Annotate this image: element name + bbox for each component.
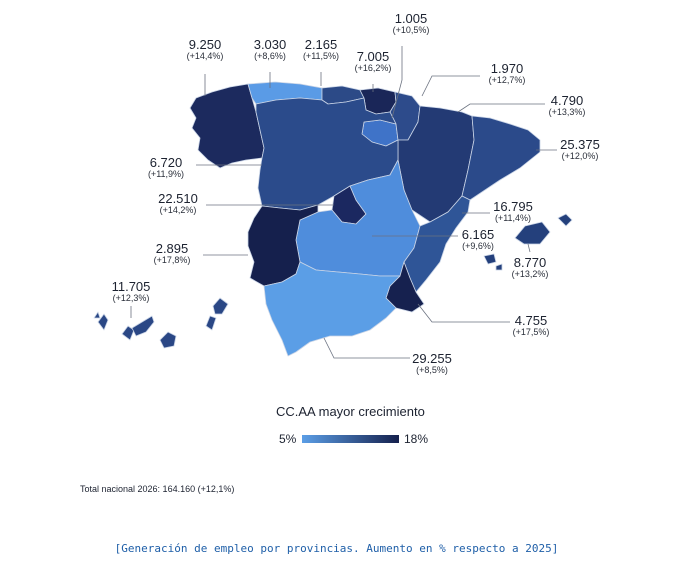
region-label-cantabria: 2.165 (+11,5%) (291, 37, 351, 62)
region-label-asturias: 3.030 (+8,6%) (240, 37, 300, 62)
region-value: 6.720 (149, 155, 183, 170)
region-label-andalucia: 29.255 (+8,5%) (402, 351, 462, 376)
legend-color-scale (302, 435, 399, 443)
region-comunitat-valenciana (403, 195, 471, 293)
region-castilla-y-leon (255, 97, 399, 211)
region-cataluna (461, 115, 541, 201)
region-label-cataluna: 25.375 (+12,0%) (550, 137, 610, 162)
region-value: 25.375 (560, 137, 600, 152)
region-label-region-de-murcia: 4.755 (+17,5%) (501, 313, 561, 338)
leader-line-la-rioja (391, 46, 403, 119)
region-change: (+10,5%) (392, 25, 430, 36)
region-change: (+12,7%) (488, 75, 526, 86)
region-canarias (93, 311, 101, 319)
region-change: (+11,9%) (147, 169, 185, 180)
region-value: 16.795 (493, 199, 533, 214)
region-change: (+12,0%) (561, 151, 599, 162)
region-change: (+9,6%) (462, 241, 494, 252)
region-value: 7.005 (356, 49, 390, 64)
leader-line-andalucia (323, 337, 410, 359)
region-value: 8.770 (513, 255, 547, 270)
region-change: (+12,3%) (112, 293, 150, 304)
region-label-pais-vasco: 7.005 (+16,2%) (343, 49, 403, 74)
region-change: (+13,2%) (511, 269, 549, 280)
leader-line-illes-balears (527, 243, 531, 253)
region-change: (+17,5%) (512, 327, 550, 338)
region-andalucia (263, 261, 401, 357)
region-label-comunitat-valenciana: 16.795 (+11,4%) (483, 199, 543, 224)
region-change: (+8,6%) (254, 51, 286, 62)
region-change: (+14,4%) (186, 51, 224, 62)
region-value: 2.165 (304, 37, 338, 52)
region-label-castilla-la-mancha: 6.165 (+9,6%) (448, 227, 508, 252)
region-canarias (159, 331, 177, 349)
legend-title: CC.AA mayor crecimiento (276, 404, 425, 419)
legend-min-label: 5% (279, 432, 297, 446)
region-value: 1.005 (394, 11, 428, 26)
region-canarias (212, 297, 229, 315)
region-value: 11.705 (111, 279, 151, 294)
region-change: (+17,8%) (153, 255, 191, 266)
region-illes-balears (483, 253, 497, 265)
region-value: 6.165 (461, 227, 495, 242)
region-label-navarra: 1.970 (+12,7%) (477, 61, 537, 86)
region-label-aragon: 4.790 (+13,3%) (537, 93, 597, 118)
region-value: 1.970 (490, 61, 524, 76)
region-label-comunidad-de-madrid: 22.510 (+14,2%) (148, 191, 208, 216)
region-illes-balears (514, 221, 551, 245)
region-canarias (205, 315, 217, 331)
region-value: 3.030 (253, 37, 287, 52)
region-canarias (131, 315, 155, 337)
region-change: (+16,2%) (354, 63, 392, 74)
legend-max-label: 18% (404, 432, 429, 446)
region-label-canarias: 11.705 (+12,3%) (101, 279, 161, 304)
region-value: 4.790 (550, 93, 584, 108)
figure-caption: [Generación de empleo por provincias. Au… (114, 542, 559, 555)
region-label-la-rioja: 1.005 (+10,5%) (381, 11, 441, 36)
region-label-illes-balears: 8.770 (+13,2%) (500, 255, 560, 280)
region-label-galicia: 9.250 (+14,4%) (175, 37, 235, 62)
region-label-extremadura: 2.895 (+17,8%) (142, 241, 202, 266)
leader-line-aragon (457, 103, 545, 113)
region-value: 2.895 (155, 241, 189, 256)
leader-line-region-de-murcia (417, 303, 510, 323)
region-value: 22.510 (158, 191, 198, 206)
national-total: Total nacional 2026: 164.160 (+12,1%) (80, 484, 235, 494)
region-change: (+11,5%) (302, 51, 340, 62)
region-value: 4.755 (514, 313, 548, 328)
region-value: 29.255 (412, 351, 452, 366)
region-illes-balears (557, 213, 573, 227)
region-change: (+8,5%) (416, 365, 448, 376)
region-canarias (97, 313, 109, 331)
region-value: 9.250 (188, 37, 222, 52)
region-change: (+14,2%) (159, 205, 197, 216)
region-change: (+13,3%) (548, 107, 586, 118)
region-illes-balears (495, 263, 503, 271)
leader-line-navarra (421, 75, 480, 97)
region-change: (+11,4%) (494, 213, 532, 224)
region-label-castilla-y-leon: 6.720 (+11,9%) (136, 155, 196, 180)
